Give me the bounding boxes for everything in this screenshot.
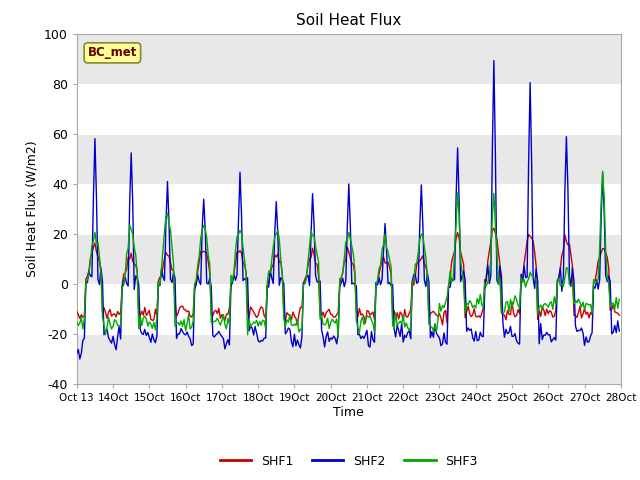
Y-axis label: Soil Heat Flux (W/m2): Soil Heat Flux (W/m2) xyxy=(26,141,38,277)
Bar xyxy=(77,284,621,334)
Legend: SHF1, SHF2, SHF3: SHF1, SHF2, SHF3 xyxy=(214,450,483,473)
Title: Soil Heat Flux: Soil Heat Flux xyxy=(296,13,401,28)
Bar xyxy=(77,234,621,284)
Bar xyxy=(77,334,621,384)
X-axis label: Time: Time xyxy=(333,406,364,419)
Bar xyxy=(77,34,621,84)
Bar xyxy=(77,84,621,134)
Bar xyxy=(77,134,621,184)
Bar xyxy=(77,184,621,234)
Text: BC_met: BC_met xyxy=(88,47,137,60)
